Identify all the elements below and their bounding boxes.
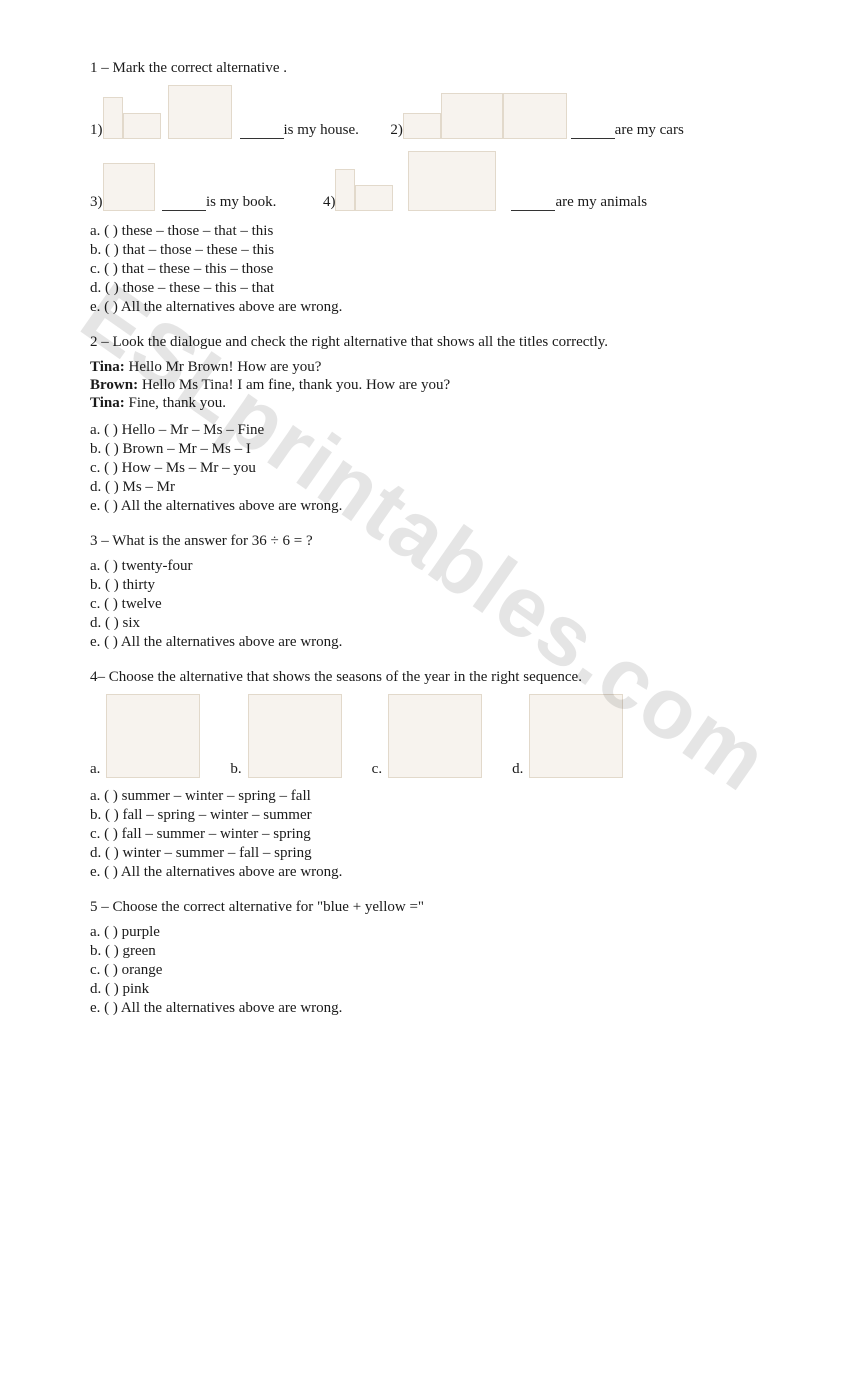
q3-options: a. ( ) twenty-four b. ( ) thirty c. ( ) … [90, 558, 780, 651]
q1-item1-suffix: is my house. [284, 122, 359, 139]
car-icon [441, 93, 503, 139]
q2-prompt: 2 – Look the dialogue and check the righ… [90, 334, 780, 351]
q2-dialogue: Tina: Hello Mr Brown! How are you? Brown… [90, 359, 780, 412]
q2-l3-text: Fine, thank you. [125, 395, 226, 411]
question-1: 1 – Mark the correct alternative . 1) is… [90, 60, 780, 316]
house-icon [168, 85, 232, 139]
q5-option-a[interactable]: a. ( ) purple [90, 924, 780, 941]
q1-item3: 3) is my book. [90, 163, 276, 211]
animals-icon [408, 151, 496, 211]
fall-house-icon [106, 694, 200, 778]
q3-option-b[interactable]: b. ( ) thirty [90, 577, 780, 594]
q2-line2: Brown: Hello Ms Tina! I am fine, thank y… [90, 377, 780, 394]
q1-item3-prefix: 3) [90, 194, 103, 211]
q4-label-a: a. [90, 761, 100, 778]
q1-item2-suffix: are my cars [615, 122, 684, 139]
q3-option-a[interactable]: a. ( ) twenty-four [90, 558, 780, 575]
winter-snowman-icon [388, 694, 482, 778]
q1-option-b[interactable]: b. ( ) that – those – these – this [90, 242, 780, 259]
q1-item4: 4) are my animals [323, 151, 647, 211]
q3-option-d[interactable]: d. ( ) six [90, 615, 780, 632]
q5-option-c[interactable]: c. ( ) orange [90, 962, 780, 979]
q4-label-c: c. [372, 761, 382, 778]
q2-option-d[interactable]: d. ( ) Ms – Mr [90, 479, 780, 496]
q2-option-b[interactable]: b. ( ) Brown – Mr – Ms – I [90, 441, 780, 458]
q2-option-e[interactable]: e. ( ) All the alternatives above are wr… [90, 498, 780, 515]
q4-season-b: b. [230, 694, 341, 778]
stick-icon [335, 169, 355, 211]
q4-season-a: a. [90, 694, 200, 778]
q4-label-b: b. [230, 761, 241, 778]
pointing-hand-icon [403, 113, 441, 139]
q4-option-b[interactable]: b. ( ) fall – spring – winter – summer [90, 807, 780, 824]
q4-option-d[interactable]: d. ( ) winter – summer – fall – spring [90, 845, 780, 862]
spring-bee-icon [529, 694, 623, 778]
q3-prompt: 3 – What is the answer for 36 ÷ 6 = ? [90, 533, 780, 550]
q2-l3-speaker: Tina: [90, 395, 125, 411]
worksheet-page: ESLprintables.com 1 – Mark the correct a… [0, 0, 850, 1075]
q1-item1: 1) is my house. [90, 85, 359, 139]
q4-prompt: 4– Choose the alternative that shows the… [90, 669, 780, 686]
q2-line1: Tina: Hello Mr Brown! How are you? [90, 359, 780, 376]
pointing-hand-icon [355, 185, 393, 211]
book-icon [103, 163, 155, 211]
q4-option-c[interactable]: c. ( ) fall – summer – winter – spring [90, 826, 780, 843]
q1-option-a[interactable]: a. ( ) these – those – that – this [90, 223, 780, 240]
q1-item3-suffix: is my book. [206, 194, 276, 211]
q3-option-c[interactable]: c. ( ) twelve [90, 596, 780, 613]
q2-l2-speaker: Brown: [90, 377, 138, 393]
q3-option-e[interactable]: e. ( ) All the alternatives above are wr… [90, 634, 780, 651]
q2-option-c[interactable]: c. ( ) How – Ms – Mr – you [90, 460, 780, 477]
q4-images-row: a. b. c. d. [90, 694, 780, 778]
q2-options: a. ( ) Hello – Mr – Ms – Fine b. ( ) Bro… [90, 422, 780, 515]
q1-option-e[interactable]: e. ( ) All the alternatives above are wr… [90, 299, 780, 316]
stick-icon [103, 97, 123, 139]
q1-blank1[interactable] [240, 124, 284, 139]
q1-item2: 2) are my cars [390, 93, 683, 139]
q1-option-c[interactable]: c. ( ) that – these – this – those [90, 261, 780, 278]
q2-option-a[interactable]: a. ( ) Hello – Mr – Ms – Fine [90, 422, 780, 439]
q1-row1: 1) is my house. 2) are my cars [90, 85, 780, 139]
q4-options: a. ( ) summer – winter – spring – fall b… [90, 788, 780, 881]
q1-blank2[interactable] [571, 124, 615, 139]
question-3: 3 – What is the answer for 36 ÷ 6 = ? a.… [90, 533, 780, 651]
q4-label-d: d. [512, 761, 523, 778]
q5-prompt: 5 – Choose the correct alternative for "… [90, 899, 780, 916]
q2-line3: Tina: Fine, thank you. [90, 395, 780, 412]
q2-l1-speaker: Tina: [90, 359, 125, 375]
q1-item1-prefix: 1) [90, 122, 103, 139]
q4-season-c: c. [372, 694, 482, 778]
q5-option-b[interactable]: b. ( ) green [90, 943, 780, 960]
q4-season-d: d. [512, 694, 623, 778]
q1-item4-prefix: 4) [323, 194, 336, 211]
pointing-hand-icon [123, 113, 161, 139]
q5-options: a. ( ) purple b. ( ) green c. ( ) orange… [90, 924, 780, 1017]
q5-option-e[interactable]: e. ( ) All the alternatives above are wr… [90, 1000, 780, 1017]
q1-item2-prefix: 2) [390, 122, 403, 139]
q2-l1-text: Hello Mr Brown! How are you? [125, 359, 322, 375]
q4-option-e[interactable]: e. ( ) All the alternatives above are wr… [90, 864, 780, 881]
question-5: 5 – Choose the correct alternative for "… [90, 899, 780, 1017]
q1-options: a. ( ) these – those – that – this b. ( … [90, 223, 780, 316]
q1-option-d[interactable]: d. ( ) those – these – this – that [90, 280, 780, 297]
q1-item4-suffix: are my animals [555, 194, 647, 211]
q1-row2: 3) is my book. 4) are my animals [90, 151, 780, 211]
question-4: 4– Choose the alternative that shows the… [90, 669, 780, 881]
q4-option-a[interactable]: a. ( ) summer – winter – spring – fall [90, 788, 780, 805]
q1-blank3[interactable] [162, 196, 206, 211]
q1-blank4[interactable] [511, 196, 555, 211]
question-2: 2 – Look the dialogue and check the righ… [90, 334, 780, 515]
old-car-icon [503, 93, 567, 139]
q2-l2-text: Hello Ms Tina! I am fine, thank you. How… [138, 377, 450, 393]
summer-beach-icon [248, 694, 342, 778]
q1-prompt: 1 – Mark the correct alternative . [90, 60, 780, 77]
q5-option-d[interactable]: d. ( ) pink [90, 981, 780, 998]
